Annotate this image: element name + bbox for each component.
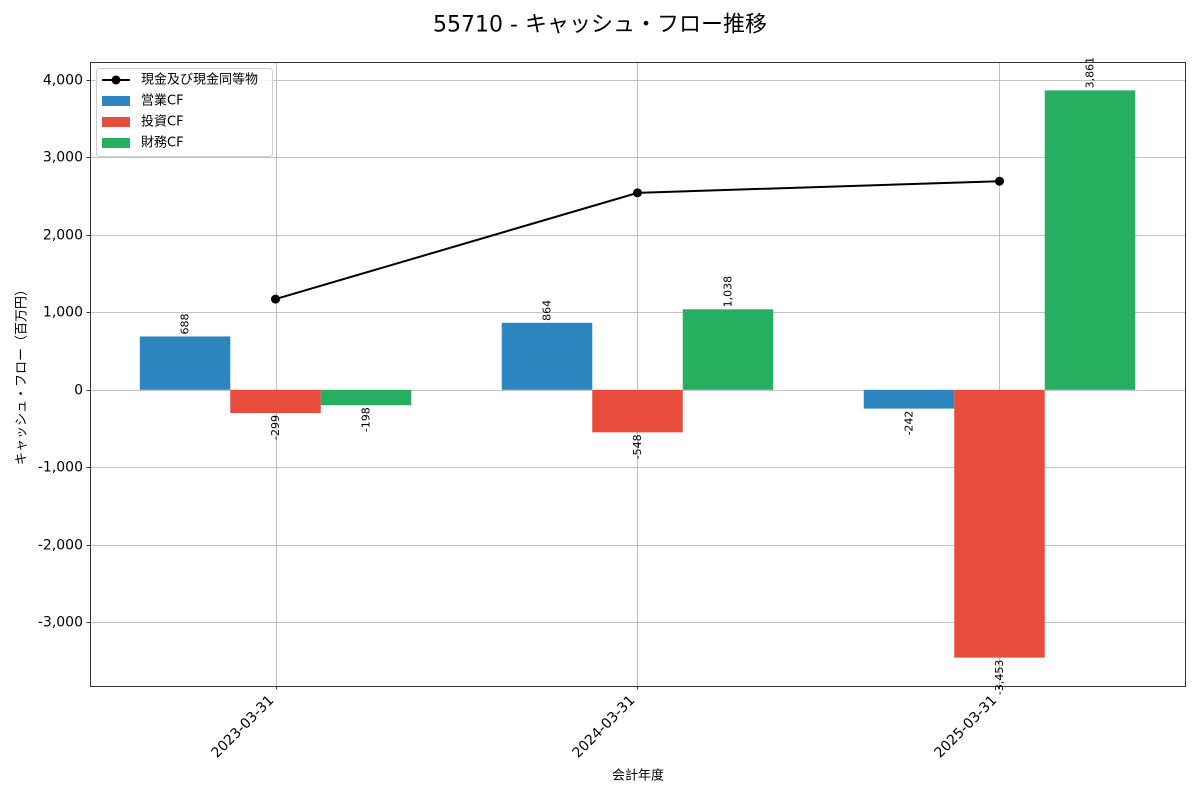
legend-label-investing-cf: 投資CF bbox=[141, 114, 184, 130]
financing-cf-bar bbox=[1044, 90, 1136, 390]
operating-cf-bar bbox=[501, 322, 593, 390]
financing-cf-bar bbox=[320, 389, 412, 406]
cash-equivalents-point bbox=[633, 188, 642, 198]
investing-cf-bar bbox=[592, 389, 683, 433]
legend-box bbox=[96, 68, 273, 157]
legend-label-financing-cf: 財務CF bbox=[141, 136, 184, 151]
financing-cf-bar bbox=[682, 309, 774, 390]
bar-marks bbox=[139, 90, 1136, 658]
investing-cf-value-label: -548 bbox=[631, 434, 644, 459]
operating-cf-value-label: 688 bbox=[179, 313, 192, 334]
investing-cf-value-label: -299 bbox=[269, 415, 282, 440]
legend-color-swatch bbox=[102, 96, 130, 106]
chart-title: 55710 - キャッシュ・フロー推移 bbox=[433, 13, 767, 38]
x-axis-label: 会計年度 bbox=[612, 768, 664, 784]
y-tick-label: 4,000 bbox=[43, 73, 83, 89]
operating-cf-value-label: 864 bbox=[541, 300, 554, 321]
financing-cf-value-label: 3,861 bbox=[1083, 57, 1096, 89]
investing-cf-value-label: -3,453 bbox=[993, 660, 1006, 695]
cash-equivalents-point bbox=[994, 176, 1004, 186]
y-tick-label: 1,000 bbox=[43, 305, 83, 321]
y-axis-label: キャッシュ・フロー（百万円） bbox=[15, 283, 30, 465]
y-tick-label: -1,000 bbox=[38, 460, 83, 476]
financing-cf-value-label: -198 bbox=[360, 407, 373, 432]
plot-frame bbox=[90, 62, 1186, 687]
y-tick-label: 2,000 bbox=[43, 228, 83, 244]
y-tick-label: -3,000 bbox=[38, 615, 83, 631]
investing-cf-bar bbox=[954, 389, 1045, 658]
operating-cf-bar bbox=[863, 389, 955, 409]
legend-marker bbox=[111, 75, 121, 85]
operating-cf-value-label: -242 bbox=[902, 411, 915, 436]
legend-color-swatch bbox=[102, 117, 130, 127]
y-tick-label: 3,000 bbox=[43, 150, 83, 166]
legend-label-operating-cf: 営業CF bbox=[141, 93, 184, 109]
y-tick-label: 0 bbox=[74, 383, 83, 399]
cash-line-series bbox=[271, 176, 1004, 304]
investing-cf-bar bbox=[230, 389, 321, 414]
financing-cf-value-label: 1,038 bbox=[721, 276, 734, 308]
legend-color-swatch bbox=[102, 138, 130, 148]
y-tick-label: -2,000 bbox=[38, 538, 83, 554]
legend-label-cash-equivalents: 現金及び現金同等物 bbox=[141, 72, 258, 88]
operating-cf-bar bbox=[139, 336, 231, 390]
data-labels: 688 864 -242 -299 -548 -3,453 -198 1,038 3,861 bbox=[179, 57, 1097, 695]
cash-equivalents-point bbox=[271, 294, 281, 304]
